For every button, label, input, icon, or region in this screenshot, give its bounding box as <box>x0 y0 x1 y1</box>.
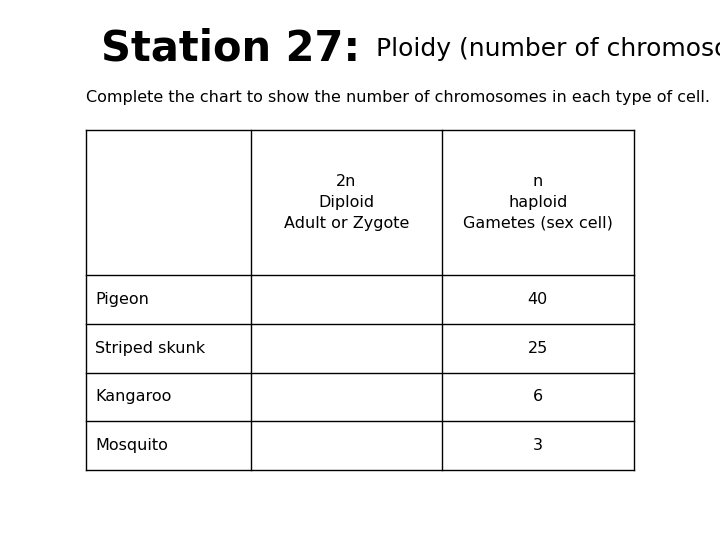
Text: 25: 25 <box>528 341 548 356</box>
Text: Complete the chart to show the number of chromosomes in each type of cell.: Complete the chart to show the number of… <box>86 90 711 105</box>
Text: Station 27:: Station 27: <box>101 28 360 70</box>
Text: 2n
Diploid
Adult or Zygote: 2n Diploid Adult or Zygote <box>284 174 409 231</box>
Text: n
haploid
Gametes (sex cell): n haploid Gametes (sex cell) <box>463 174 613 231</box>
Text: Pigeon: Pigeon <box>95 292 149 307</box>
Text: Ploidy (number of chromosomes): Ploidy (number of chromosomes) <box>360 37 720 60</box>
Text: 3: 3 <box>533 438 543 453</box>
Text: 6: 6 <box>533 389 543 404</box>
Text: Kangaroo: Kangaroo <box>95 389 171 404</box>
Text: Mosquito: Mosquito <box>95 438 168 453</box>
Text: 40: 40 <box>528 292 548 307</box>
Text: Striped skunk: Striped skunk <box>95 341 205 356</box>
